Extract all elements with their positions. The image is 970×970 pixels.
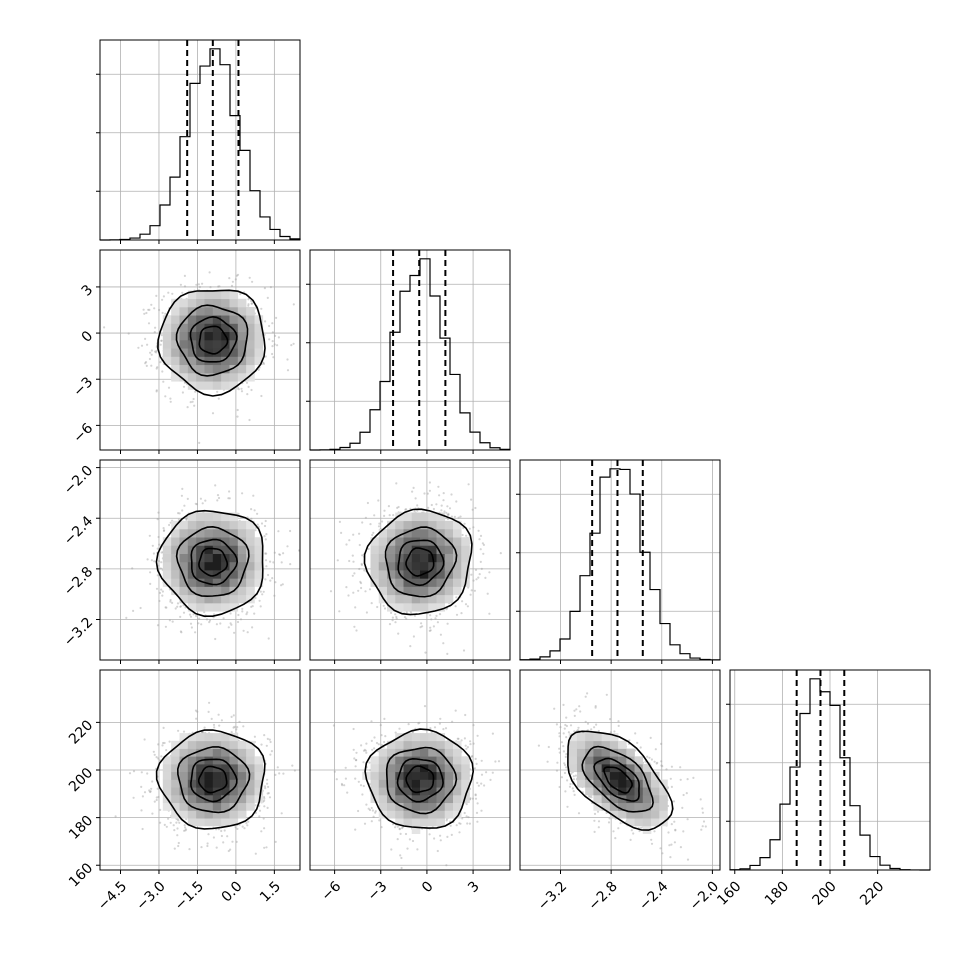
grid-lines xyxy=(120,40,275,240)
grid-lines xyxy=(560,460,713,660)
contour-line xyxy=(363,508,473,616)
grid-lines xyxy=(520,493,720,612)
x-tick-label: 1.5 xyxy=(257,878,284,905)
x-tick-label: −6 xyxy=(318,878,344,904)
x-tick-label: 3 xyxy=(465,878,483,896)
y-tick-label: 160 xyxy=(66,860,96,890)
histogram-steps xyxy=(729,678,931,871)
grid-lines xyxy=(310,283,510,402)
panel-frame xyxy=(309,669,511,871)
panel-frame xyxy=(99,39,301,241)
contour-line xyxy=(567,730,674,831)
y-tick-label: −2.8 xyxy=(61,564,96,599)
panel-frame xyxy=(309,249,511,451)
scatter-panel xyxy=(99,459,301,661)
x-tick-label: 180 xyxy=(762,878,792,908)
y-tick-label: 3 xyxy=(79,282,97,300)
y-tick-label: 0 xyxy=(79,328,97,346)
contour-line xyxy=(603,766,633,794)
panel-frame xyxy=(519,669,721,871)
contour-line xyxy=(405,547,435,577)
panel-frame xyxy=(309,459,511,661)
x-tick-label: 160 xyxy=(714,878,744,908)
scatter-panel xyxy=(519,669,721,871)
contour-line xyxy=(190,758,238,803)
histogram-steps xyxy=(309,258,511,451)
panel-frame xyxy=(519,459,721,661)
histogram-steps xyxy=(519,468,721,661)
contour-line xyxy=(155,509,264,618)
contour-line xyxy=(593,757,640,802)
x-tick-label: −3 xyxy=(365,878,391,904)
scatter-panel xyxy=(99,249,301,451)
y-tick-label: 220 xyxy=(66,717,96,747)
y-tick-label: −6 xyxy=(70,420,96,446)
scatter-panel xyxy=(99,669,301,871)
x-tick-label: 0 xyxy=(419,878,437,896)
grid-lines xyxy=(734,670,879,870)
scatter-panel xyxy=(309,459,511,661)
contour-line xyxy=(384,526,458,598)
contour-line xyxy=(397,539,445,587)
x-tick-label: 220 xyxy=(857,878,887,908)
x-tick-label: 0.0 xyxy=(219,878,246,905)
y-tick-label: 200 xyxy=(66,765,96,795)
histogram-panel xyxy=(306,249,511,451)
x-tick-label: −2.8 xyxy=(586,878,621,913)
y-tick-label: −3 xyxy=(70,374,96,400)
contour-line xyxy=(385,746,458,815)
scatter-panel xyxy=(309,669,511,871)
contour-line xyxy=(189,315,238,363)
contour-line xyxy=(198,325,229,355)
contour-line xyxy=(190,538,239,586)
contour-line xyxy=(175,525,250,598)
histogram-panel xyxy=(516,459,721,661)
x-tick-label: −1.5 xyxy=(172,878,207,913)
contour-line xyxy=(581,745,654,813)
contour-line xyxy=(396,757,444,803)
histogram-panel xyxy=(726,669,931,871)
x-tick-label: −3.0 xyxy=(133,878,168,913)
contour-line xyxy=(176,746,251,814)
contour-line xyxy=(364,728,475,829)
contour-line xyxy=(197,765,228,794)
contour-line xyxy=(155,729,266,830)
histogram-panel xyxy=(96,39,301,241)
contour-line xyxy=(175,304,249,377)
grid-lines xyxy=(334,250,474,450)
x-tick-label: −4.5 xyxy=(95,878,130,913)
y-tick-label: −3.2 xyxy=(61,614,96,649)
x-tick-label: 200 xyxy=(810,878,840,908)
y-tick-label: −2.4 xyxy=(61,513,96,548)
panel-frame xyxy=(99,459,301,661)
panel-frame xyxy=(99,249,301,451)
y-tick-label: −2.0 xyxy=(61,463,96,498)
contour-line xyxy=(157,289,266,397)
grid-lines xyxy=(100,73,300,192)
y-tick-label: 180 xyxy=(66,813,96,843)
x-tick-label: −3.2 xyxy=(535,878,570,913)
contour-line xyxy=(405,765,435,794)
x-tick-label: −2.4 xyxy=(636,878,671,913)
contour-line xyxy=(198,547,229,577)
histogram-steps xyxy=(99,48,301,241)
